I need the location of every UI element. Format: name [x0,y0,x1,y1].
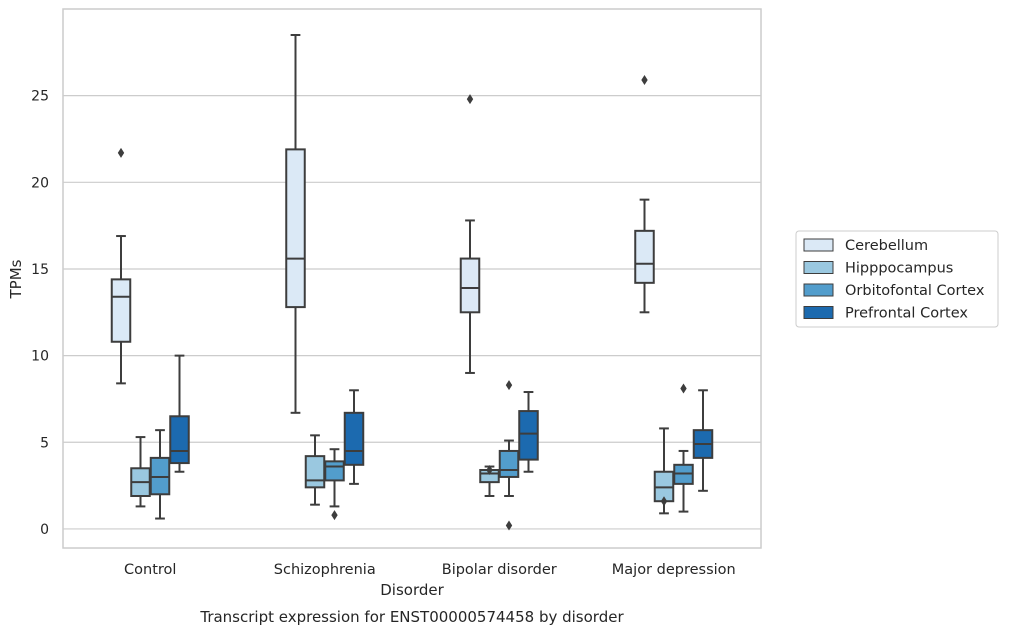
y-tick-label: 10 [31,349,49,365]
box-iqr [110,278,132,343]
x-tick-label: Major depression [612,562,736,578]
box-0-1 [285,33,306,414]
legend-frame [795,230,999,328]
box-1-1 [304,434,326,506]
y-tick-label: 0 [40,522,49,538]
box-2-3 [673,383,694,513]
box-iqr [518,410,539,461]
outlier-point [505,380,513,391]
x-axis: Control Schizophrenia Bipolar disorder Majo… [124,562,736,578]
box-iqr [169,415,190,465]
box-2-0 [149,429,171,520]
legend-swatch [803,261,834,274]
box-iqr [634,229,655,284]
y-axis: 0 5 10 15 20 25 [31,89,49,538]
box-iqr [285,148,306,309]
box-1-2 [479,465,500,498]
box-0-3 [634,75,655,314]
box-3-1 [343,389,365,485]
legend-label: Orbitofontal Cortex [845,283,985,299]
outlier-point [680,383,687,394]
x-axis-label: Disorder [380,581,444,599]
box-iqr [459,257,481,314]
box-1-0 [130,436,151,508]
legend-swatch [803,238,834,252]
outlier-point [331,510,338,521]
outlier-point [466,94,474,105]
outlier-point [505,520,513,531]
outlier-point [117,147,125,158]
legend: Cerebellum Hipppocampus Orbitofontal Corte… [795,230,999,328]
box-3-0 [169,354,190,473]
x-tick-label: Bipolar disorder [442,562,557,578]
outlier-point [660,496,668,507]
y-tick-label: 5 [40,435,49,451]
box-3-3 [692,389,714,492]
outlier-point [641,75,648,86]
box-2-2 [498,380,520,531]
chart-title: Transcript expression for ENST0000057445… [199,608,624,626]
y-tick-label: 15 [31,262,49,278]
y-tick-label: 25 [31,89,49,105]
box-iqr [343,411,365,466]
legend-label: Prefrontal Cortex [845,306,968,322]
box-3-2 [518,391,539,473]
box-0-0 [110,147,132,385]
boxes [110,33,714,531]
box-1-3 [653,427,675,515]
y-axis-label: TPMs [7,259,25,299]
legend-label: Hipppocampus [845,261,953,277]
plot-area [62,8,762,549]
box-iqr [498,449,520,478]
y-tick-label: 20 [31,175,49,191]
x-tick-label: Schizophrenia [274,562,376,578]
legend-swatch [803,283,834,297]
legend-label: Cerebellum [845,238,928,254]
box-iqr [304,455,326,489]
box-0-2 [459,94,481,374]
outlier-point [486,465,493,476]
box-iqr [324,460,345,482]
legend-swatch [803,306,834,319]
x-tick-label: Control [124,562,176,578]
box-2-1 [324,448,345,521]
